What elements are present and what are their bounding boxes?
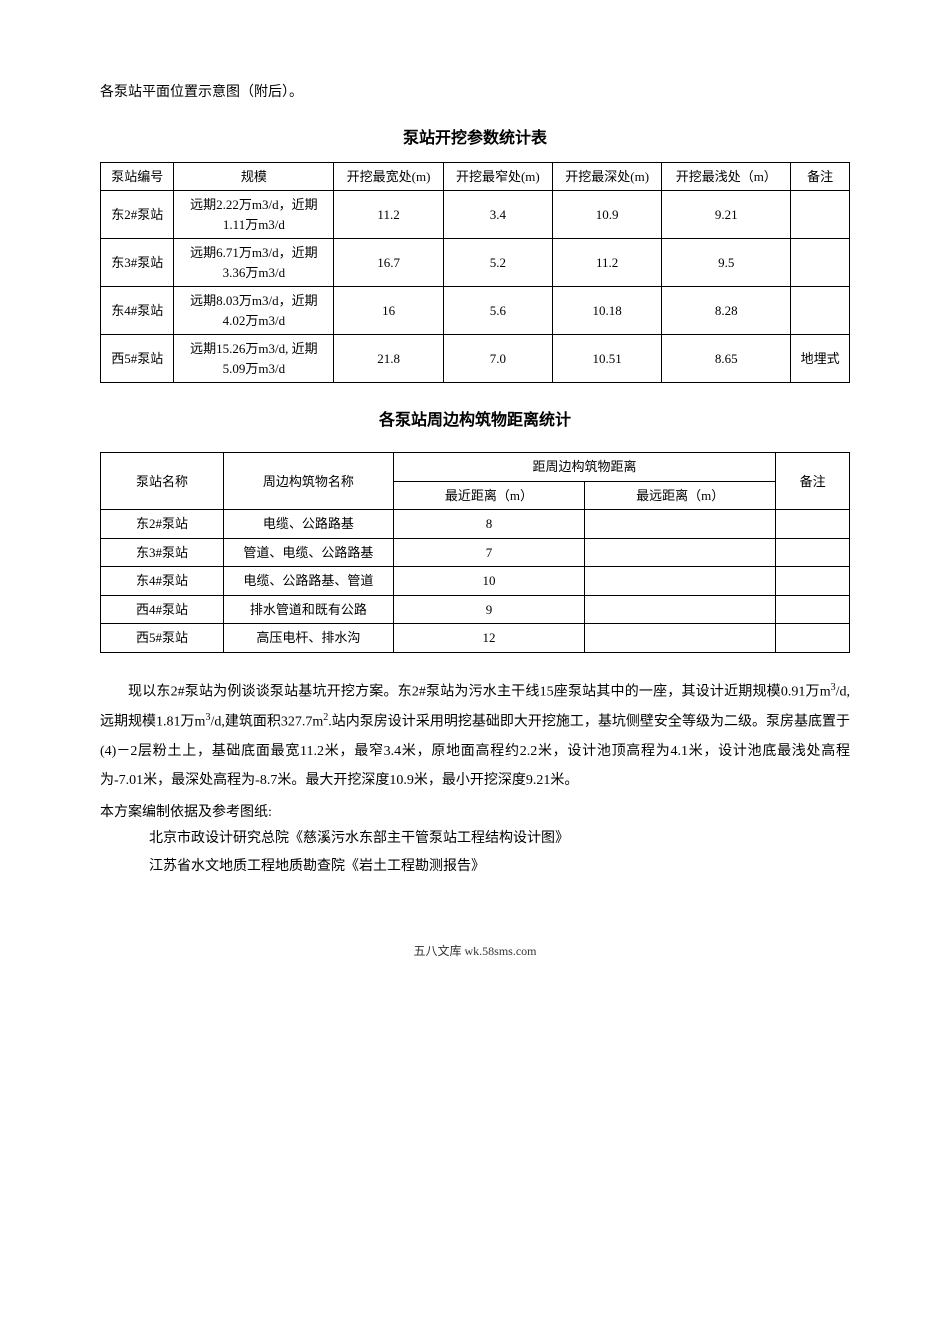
cell [776,510,850,539]
th-station-id: 泵站编号 [101,162,174,191]
cell: 远期8.03万m3/d，近期4.02万m3/d [174,287,334,335]
cell [791,191,850,239]
cell: 8 [393,510,584,539]
table-row: 西4#泵站 排水管道和既有公路 9 [101,595,850,624]
cell: 西4#泵站 [101,595,224,624]
cell: 3.4 [443,191,552,239]
table-row: 东3#泵站 管道、电缆、公路路基 7 [101,538,850,567]
body-span: 现以东2#泵站为例谈谈泵站基坑开挖方案。东2#泵站为污水主干线15座泵站其中的一… [128,684,831,699]
cell [585,624,776,653]
cell: 11.2 [553,239,662,287]
cell: 7 [393,538,584,567]
cell: 电缆、公路路基、管道 [223,567,393,596]
cell: 10.18 [553,287,662,335]
table-row: 西5#泵站 高压电杆、排水沟 12 [101,624,850,653]
cell: 管道、电缆、公路路基 [223,538,393,567]
page-footer: 五八文库 wk.58sms.com [100,941,850,963]
references-title: 本方案编制依据及参考图纸: [100,800,850,825]
cell [776,624,850,653]
th-remark: 备注 [776,453,850,510]
cell: 16 [334,287,443,335]
th-max-distance: 最远距离（m） [585,481,776,510]
th-structure-name: 周边构筑物名称 [223,453,393,510]
th-narrowest: 开挖最窄处(m) [443,162,552,191]
cell: 10.9 [553,191,662,239]
cell [585,538,776,567]
cell: 9 [393,595,584,624]
surrounding-structures-table: 泵站名称 周边构筑物名称 距周边构筑物距离 备注 最近距离（m） 最远距离（m）… [100,452,850,653]
cell [776,595,850,624]
excavation-params-table: 泵站编号 规模 开挖最宽处(m) 开挖最窄处(m) 开挖最深处(m) 开挖最浅处… [100,162,850,384]
cell: 东4#泵站 [101,287,174,335]
cell: 东3#泵站 [101,538,224,567]
cell: 东2#泵站 [101,191,174,239]
cell [585,510,776,539]
intro-text: 各泵站平面位置示意图（附后）。 [100,80,850,105]
cell: 8.28 [662,287,791,335]
table-row: 东2#泵站 远期2.22万m3/d，近期1.11万m3/d 11.2 3.4 1… [101,191,850,239]
cell [791,239,850,287]
cell: 21.8 [334,335,443,383]
th-scale: 规模 [174,162,334,191]
cell: 远期15.26万m3/d, 近期5.09万m3/d [174,335,334,383]
cell [776,567,850,596]
cell: 5.6 [443,287,552,335]
cell: 8.65 [662,335,791,383]
cell: 电缆、公路路基 [223,510,393,539]
cell: 高压电杆、排水沟 [223,624,393,653]
table-row: 东2#泵站 电缆、公路路基 8 [101,510,850,539]
cell: 东2#泵站 [101,510,224,539]
cell: 7.0 [443,335,552,383]
th-shallowest: 开挖最浅处（m） [662,162,791,191]
cell: 远期2.22万m3/d，近期1.11万m3/d [174,191,334,239]
reference-item: 江苏省水文地质工程地质勘查院《岩土工程勘测报告》 [149,853,850,881]
table2-title: 各泵站周边构筑物距离统计 [100,407,850,436]
cell [585,595,776,624]
cell: 11.2 [334,191,443,239]
th-remark: 备注 [791,162,850,191]
cell: 排水管道和既有公路 [223,595,393,624]
body-paragraph: 现以东2#泵站为例谈谈泵站基坑开挖方案。东2#泵站为污水主干线15座泵站其中的一… [100,677,850,796]
cell [776,538,850,567]
cell: 5.2 [443,239,552,287]
body-span: /d,建筑面积327.7m [210,714,323,729]
cell: 16.7 [334,239,443,287]
cell: 东3#泵站 [101,239,174,287]
body-p1: 现以东2#泵站为例谈谈泵站基坑开挖方案。东2#泵站为污水主干线15座泵站其中的一… [100,677,850,796]
cell: 9.5 [662,239,791,287]
cell: 西5#泵站 [101,624,224,653]
table-row: 东4#泵站 远期8.03万m3/d，近期4.02万m3/d 16 5.6 10.… [101,287,850,335]
cell [791,287,850,335]
cell: 远期6.71万m3/d，近期3.36万m3/d [174,239,334,287]
th-min-distance: 最近距离（m） [393,481,584,510]
table-header-row: 泵站编号 规模 开挖最宽处(m) 开挖最窄处(m) 开挖最深处(m) 开挖最浅处… [101,162,850,191]
cell [585,567,776,596]
cell: 西5#泵站 [101,335,174,383]
table-row: 西5#泵站 远期15.26万m3/d, 近期5.09万m3/d 21.8 7.0… [101,335,850,383]
cell: 东4#泵站 [101,567,224,596]
cell: 10.51 [553,335,662,383]
cell: 12 [393,624,584,653]
table-row: 东3#泵站 远期6.71万m3/d，近期3.36万m3/d 16.7 5.2 1… [101,239,850,287]
cell: 10 [393,567,584,596]
th-station-name: 泵站名称 [101,453,224,510]
table-row: 东4#泵站 电缆、公路路基、管道 10 [101,567,850,596]
th-widest: 开挖最宽处(m) [334,162,443,191]
cell: 地埋式 [791,335,850,383]
cell: 9.21 [662,191,791,239]
references: 北京市政设计研究总院《慈溪污水东部主干管泵站工程结构设计图》 江苏省水文地质工程… [100,825,850,881]
reference-item: 北京市政设计研究总院《慈溪污水东部主干管泵站工程结构设计图》 [149,825,850,853]
table-header-row: 泵站名称 周边构筑物名称 距周边构筑物距离 备注 [101,453,850,482]
th-deepest: 开挖最深处(m) [553,162,662,191]
table1-title: 泵站开挖参数统计表 [100,125,850,154]
th-distance-group: 距周边构筑物距离 [393,453,775,482]
